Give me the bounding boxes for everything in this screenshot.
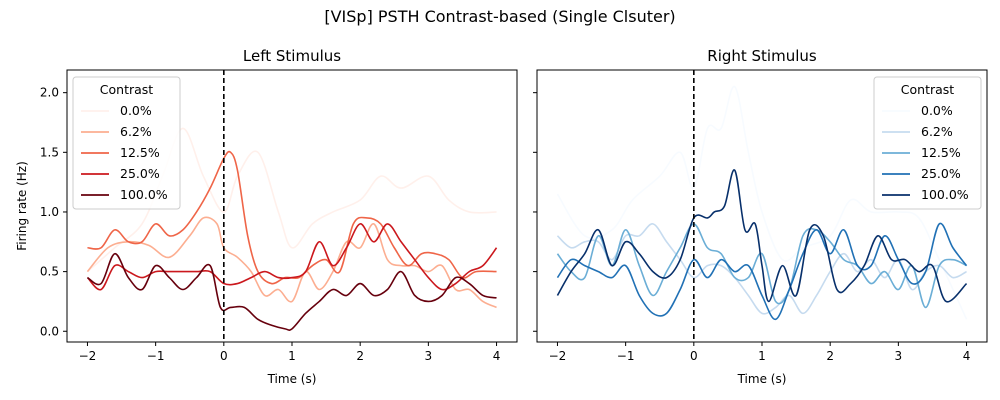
x-axis-label: Time (s) xyxy=(737,372,787,386)
legend-entry: 25.0% xyxy=(921,166,961,181)
legend-entry: 6.2% xyxy=(120,124,152,139)
series-line xyxy=(556,169,968,303)
legend-title: Contrast xyxy=(100,82,154,97)
y-axis-label: Firing rate (Hz) xyxy=(15,161,29,251)
legend-box xyxy=(72,76,181,210)
legend-box xyxy=(873,76,982,210)
figure-title: [VISp] PSTH Contrast-based (Single Clsut… xyxy=(324,7,675,26)
x-tick-label: 1 xyxy=(758,349,766,363)
y-tick-label: 2.0 xyxy=(40,86,59,100)
x-tick-label: 1 xyxy=(288,349,296,363)
x-tick-label: 2 xyxy=(356,349,364,363)
x-tick-label: 0 xyxy=(690,349,698,363)
y-tick-label: 1.5 xyxy=(40,145,59,159)
right-stimulus-panel: Right Stimulus −2 −1 0 1 2 3 4 Time (s) Contrast 0… xyxy=(533,47,988,386)
legend-entry: 0.0% xyxy=(921,103,953,118)
panel-title: Left Stimulus xyxy=(243,47,341,65)
x-tick-label: −1 xyxy=(617,349,635,363)
legend-entry: 100.0% xyxy=(120,187,168,202)
legend-title: Contrast xyxy=(901,82,955,97)
series-line xyxy=(87,252,497,331)
legend-entry: 12.5% xyxy=(120,145,160,160)
series-line xyxy=(86,223,498,291)
x-tick-label: 2 xyxy=(826,349,834,363)
series-lines xyxy=(556,85,968,321)
series-line xyxy=(556,223,967,309)
x-tick-label: −2 xyxy=(549,349,567,363)
legend-entry: 100.0% xyxy=(921,187,969,202)
left-stimulus-panel: Left Stimulus −2 −1 0 1 2 3 4 0.0 0.5 1.0 1.5 2.0 Tim… xyxy=(40,47,518,386)
x-tick-label: 3 xyxy=(895,349,903,363)
x-axis-label: Time (s) xyxy=(267,372,317,386)
legend-entry: 0.0% xyxy=(120,103,152,118)
panel-title: Right Stimulus xyxy=(707,47,817,65)
legend-entry: 6.2% xyxy=(921,124,953,139)
x-tick-label: 4 xyxy=(963,349,971,363)
x-tick-label: 4 xyxy=(493,349,501,363)
y-tick-label: 0.0 xyxy=(40,324,59,338)
series-line xyxy=(556,222,968,321)
series-line xyxy=(556,85,968,320)
x-tick-label: 0 xyxy=(220,349,228,363)
legend: Contrast 0.0% 6.2% 12.5% 25.0% 100.0% xyxy=(873,76,982,210)
y-tick-label: 1.0 xyxy=(40,205,59,219)
legend-entry: 12.5% xyxy=(921,145,961,160)
series-lines xyxy=(86,127,498,331)
y-tick-label: 0.5 xyxy=(40,265,59,279)
x-tick-label: 3 xyxy=(425,349,433,363)
legend-entry: 25.0% xyxy=(120,166,160,181)
x-tick-label: −2 xyxy=(79,349,97,363)
legend: Contrast 0.0% 6.2% 12.5% 25.0% 100.0% xyxy=(72,76,181,210)
x-tick-label: −1 xyxy=(147,349,165,363)
series-line xyxy=(87,150,497,285)
